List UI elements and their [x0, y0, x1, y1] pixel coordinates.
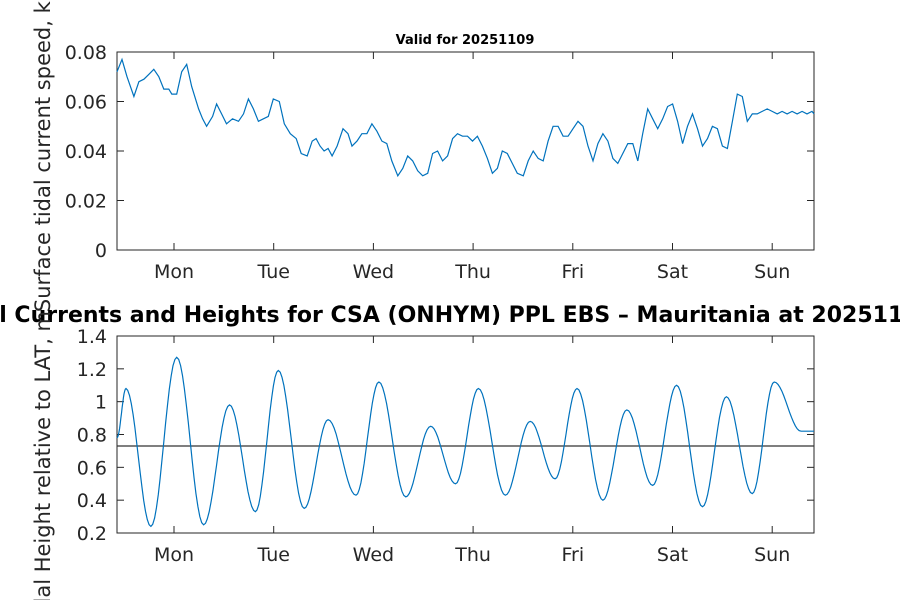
- current-speed-axes: [116, 51, 815, 251]
- tidal-height-series-line: [116, 356, 814, 528]
- tidal-height-y-tick-label: 1.2: [77, 359, 107, 381]
- current-speed-x-tick-label: Fri: [561, 261, 584, 283]
- current-speed-x-tick-label: Sun: [754, 261, 790, 283]
- tidal-height-y-ticks: 0.2 0.4 0.6 0.8 1 1.2 1.4: [77, 326, 814, 545]
- current-speed-y-tick-label: 0.08: [65, 42, 107, 64]
- current-speed-x-tick-label: Sat: [657, 261, 688, 283]
- tidal-height-title: Tidal Currents and Heights for CSA (ONHY…: [0, 303, 900, 328]
- tidal-height-y-label: Tidal Height relative to LAT, m: [31, 311, 55, 600]
- tidal-height-x-tick-label: Mon: [154, 544, 194, 566]
- current-speed-x-tick-label: Wed: [353, 261, 394, 283]
- tidal-height-x-tick-label: Thu: [454, 544, 491, 566]
- current-speed-x-tick-label: Thu: [454, 261, 491, 283]
- current-speed-y-ticks: 0 0.02 0.04 0.06 0.08: [65, 42, 814, 262]
- current-speed-panel: 00.020.040.060.08 Mon Tue Wed Thu Fri Sat Sun …: [31, 0, 815, 312]
- tidal-height-y-tick-label: 0.2: [77, 523, 107, 545]
- current-speed-y-tick-label: 0.02: [65, 191, 107, 213]
- tidal-height-y-tick-label: 0.4: [77, 490, 107, 512]
- tidal-height-x-tick-label: Sun: [754, 544, 790, 566]
- tidal-height-y-tick-label: 1.4: [77, 326, 107, 348]
- tidal-height-y-tick-label: 0.8: [77, 425, 107, 447]
- tidal-height-x-tick-label: Tue: [256, 544, 289, 566]
- tidal-height-x-tick-label: Fri: [561, 544, 584, 566]
- tidal-height-x-tick-label: Sat: [657, 544, 688, 566]
- current-speed-x-ticks: Mon Tue Wed Thu Fri Sat Sun: [154, 52, 790, 283]
- current-speed-x-tick-label: Mon: [154, 261, 194, 283]
- tidal-height-y-tick-label: 1: [95, 392, 107, 414]
- tidal-height-y-tick-label: 0.6: [77, 457, 107, 479]
- current-speed-series-line: [116, 57, 815, 178]
- tidal-height-axes: [116, 335, 815, 534]
- tidal-height-x-ticks: Mon Tue Wed Thu Fri Sat Sun: [154, 336, 790, 566]
- current-speed-y-tick-label: 0.06: [65, 92, 107, 114]
- tidal-height-x-tick-label: Wed: [353, 544, 394, 566]
- current-speed-y-tick-label: 0.04: [65, 141, 107, 163]
- tidal-height-panel: 0.2 0.4 0.6 0.8 1 1.2 1.4 Mon Tue Wed Thu Fri Sat Su…: [0, 303, 900, 600]
- current-speed-y-label: Surface tidal current speed, kn: [31, 0, 55, 312]
- current-speed-y-tick-label: 0: [95, 240, 107, 262]
- current-speed-title: Valid for 20251109: [396, 33, 535, 48]
- current-speed-x-tick-label: Tue: [256, 261, 289, 283]
